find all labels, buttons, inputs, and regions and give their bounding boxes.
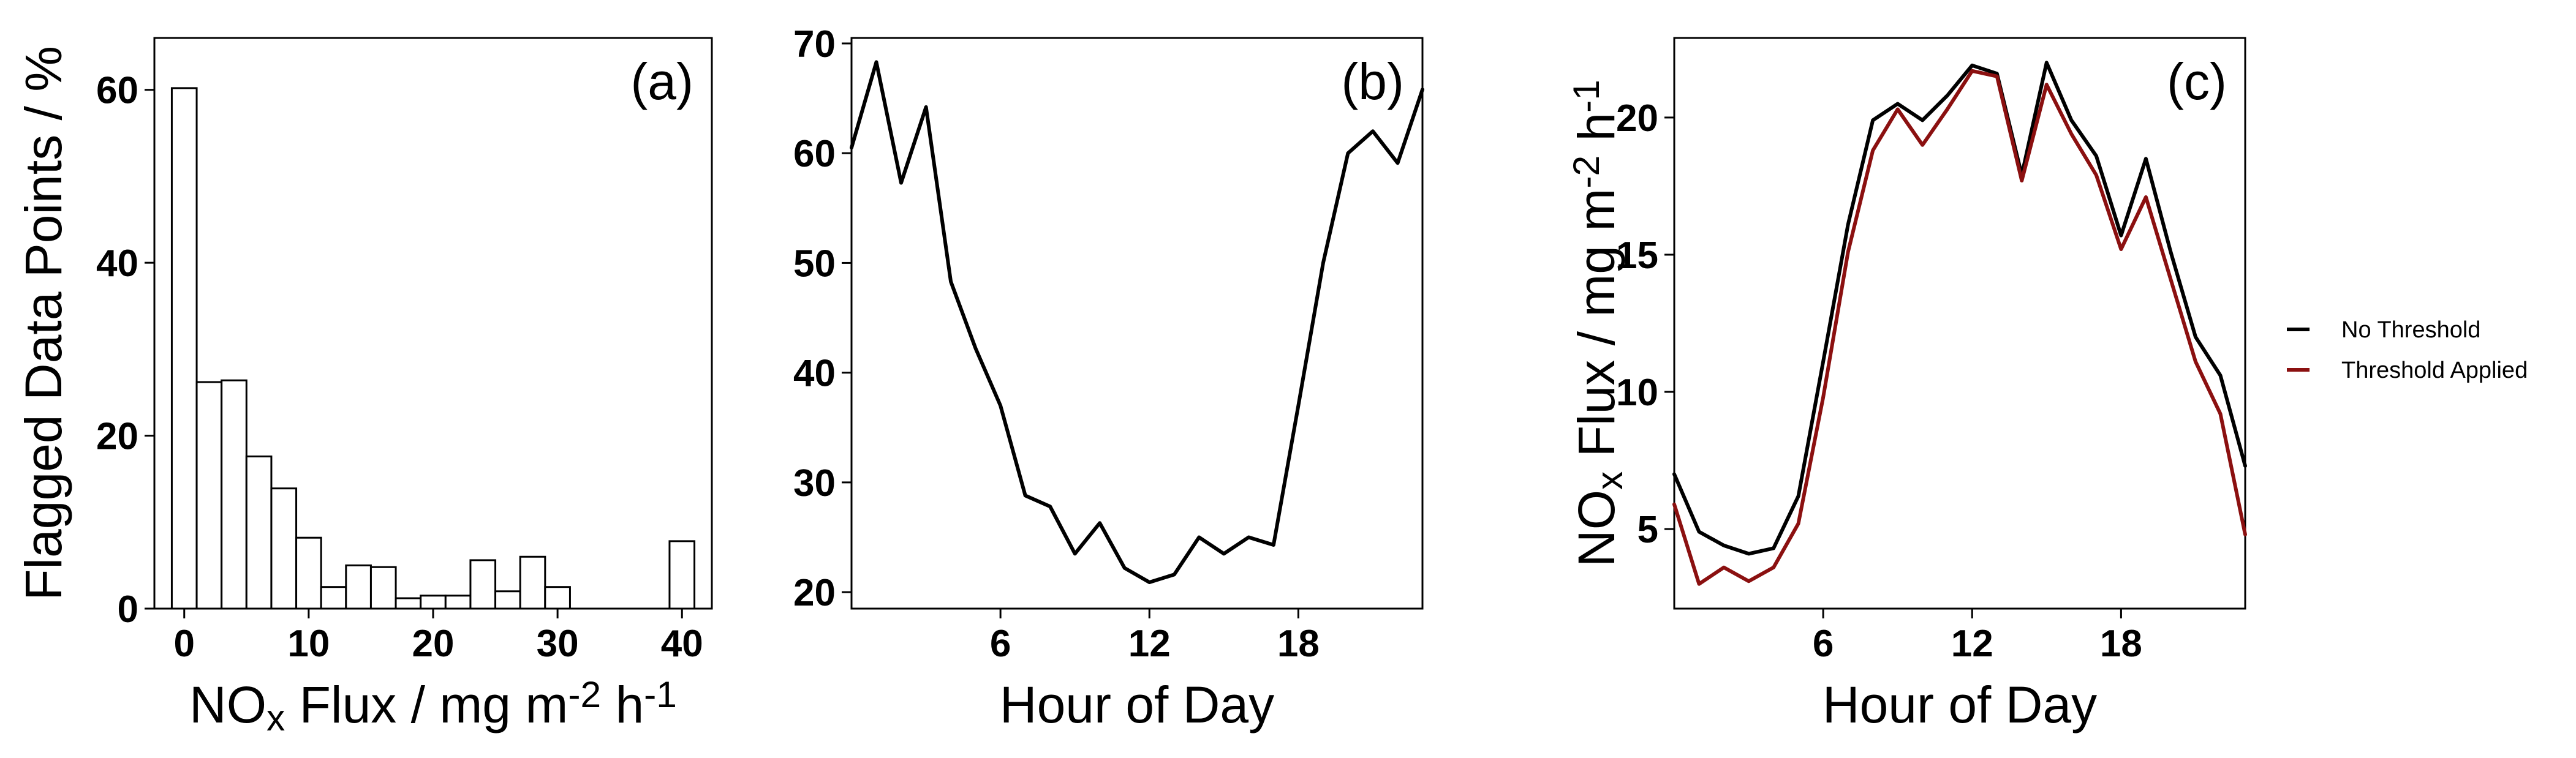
x-tick-label: 6 (990, 623, 1011, 665)
panel-label: (b) (1341, 53, 1404, 110)
y-tick-label: 50 (793, 242, 836, 285)
series-line (1672, 61, 2247, 556)
x-axis-title: NOx Flux / mg m-2 h-1 (189, 674, 677, 738)
bar (494, 590, 521, 610)
panel-1: 0 10 20 30 40 0 20 40 60 (a) NOx Flux / mg m-2 h-1… (15, 37, 713, 738)
bar (444, 595, 472, 610)
bar (320, 586, 347, 610)
bar (221, 379, 247, 610)
y-tick-label: 30 (793, 462, 836, 505)
panel-label: (c) (2167, 53, 2227, 110)
y-tick-label: 10 (1616, 372, 1658, 414)
bar (469, 559, 497, 610)
panel-label: (a) (630, 53, 693, 110)
y-axis-title: Flagged Data Points / % (15, 46, 72, 601)
panel-2: 6 12 18 20 30 40 50 60 70 (b) Hour of Day (793, 23, 1424, 734)
y-tick-label: 60 (96, 70, 138, 112)
y-tick-label: 20 (793, 572, 836, 614)
bar (170, 87, 198, 610)
x-tick-label: 10 (287, 623, 330, 665)
x-tick-label: 30 (537, 623, 579, 665)
y-tick-label: 40 (793, 353, 836, 395)
y-tick-label: 15 (1616, 235, 1658, 277)
x-tick-label: 12 (1128, 623, 1171, 665)
plot-frame (850, 37, 1424, 610)
x-tick-label: 6 (1813, 623, 1834, 665)
bar (195, 381, 223, 610)
bar (295, 536, 322, 610)
x-axis-title: Hour of Day (1000, 676, 1274, 734)
y-tick-label: 20 (96, 416, 138, 458)
series-line (850, 60, 1424, 584)
bar (420, 595, 447, 610)
panel-3: 6 12 18 5 10 15 20 (c) Hour of Day NOx Flux / mg … (1565, 37, 2247, 734)
legend-label: No Threshold (2341, 317, 2480, 343)
bar (544, 586, 571, 610)
plot-frame (1673, 37, 2246, 610)
y-tick-label: 40 (96, 242, 138, 285)
bar (369, 566, 397, 610)
series-line (1672, 69, 2247, 586)
x-axis-title: Hour of Day (1822, 676, 2097, 734)
legend-label: Threshold Applied (2341, 358, 2528, 383)
bar (245, 455, 273, 610)
x-tick-label: 0 (174, 623, 195, 665)
y-tick-label: 20 (1616, 97, 1658, 140)
y-tick-label: 70 (793, 23, 836, 66)
x-tick-label: 40 (661, 623, 703, 665)
y-tick-label: 60 (793, 133, 836, 175)
legend: No Threshold Threshold Applied (2287, 317, 2528, 383)
bar (519, 555, 546, 610)
x-tick-label: 20 (412, 623, 455, 665)
bar (395, 597, 422, 610)
y-tick-label: 5 (1637, 509, 1658, 551)
x-tick-label: 12 (1951, 623, 1993, 665)
bar (270, 487, 298, 610)
x-tick-label: 18 (1277, 623, 1320, 665)
x-tick-label: 18 (2100, 623, 2142, 665)
y-tick-label: 0 (118, 588, 138, 631)
bar (345, 564, 372, 610)
y-axis-title: NOx Flux / mg m-2 h-1 (1565, 80, 1630, 567)
bar (668, 540, 696, 610)
